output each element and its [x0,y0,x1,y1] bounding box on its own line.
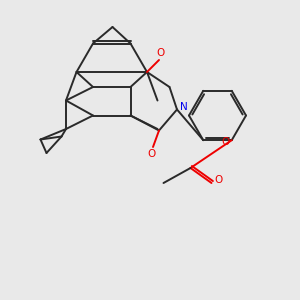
Text: O: O [221,137,229,147]
Text: O: O [214,175,222,185]
Text: O: O [156,48,165,59]
Text: N: N [180,102,188,112]
Text: O: O [147,148,156,159]
